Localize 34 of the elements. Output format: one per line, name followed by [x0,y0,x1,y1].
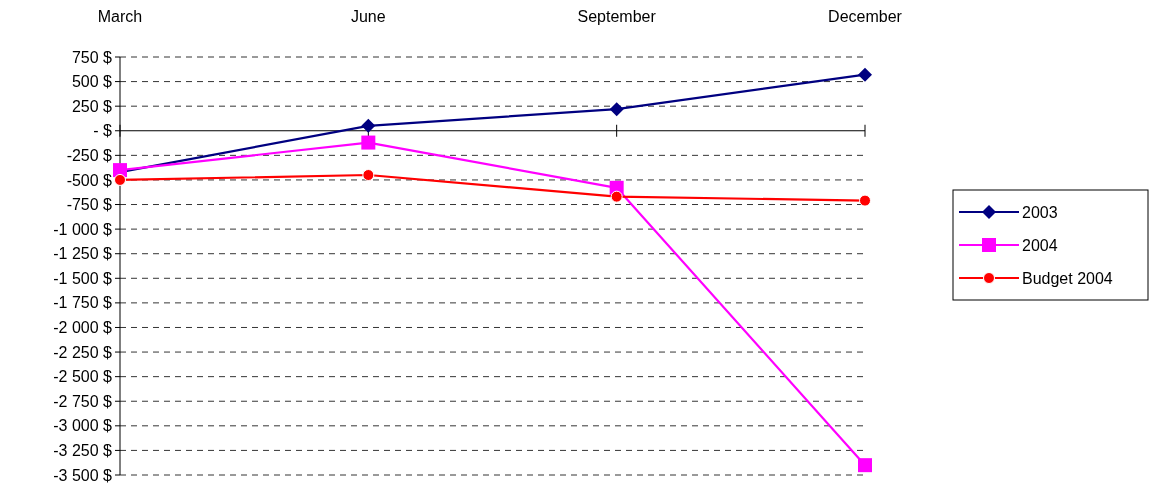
y-tick-label: - $ [93,122,113,140]
point [362,169,375,182]
point [609,102,624,117]
point [858,458,872,473]
y-tick-label: -1 750 $ [53,294,113,312]
x-tick-label: March [97,8,143,25]
legend-label: Budget 2004 [1022,269,1113,287]
y-tick-label: 750 $ [71,48,113,66]
y-tick-label: -2 750 $ [53,392,113,410]
legend-label: 2004 [1022,236,1058,254]
y-tick-label: -3 500 $ [53,466,113,484]
point [361,118,376,133]
y-tick-label: -2 000 $ [53,319,113,337]
y-tick-label: -2 500 $ [53,368,113,386]
y-tick-label: -3 000 $ [53,417,113,435]
y-tick-label: 250 $ [71,97,113,115]
point [610,190,623,203]
x-tick-label: December [828,8,903,25]
y-tick-label: -1 500 $ [53,269,113,287]
y-tick-label: -1 000 $ [53,220,113,238]
y-tick-label: -2 250 $ [53,343,113,361]
point [114,173,126,186]
y-tick-label: -500 $ [66,171,113,189]
point [361,135,376,150]
y-tick-label: -250 $ [66,146,113,164]
point [858,67,872,82]
x-tick-label: June [350,8,386,25]
y-tick-label: -750 $ [66,196,113,214]
x-tick-label: September [577,8,657,25]
y-tick-label: 500 $ [71,73,113,91]
point [859,194,871,207]
legend-label: 2003 [1022,203,1058,221]
y-tick-label: -1 250 $ [53,245,113,263]
y-tick-label: -3 250 $ [53,442,113,460]
